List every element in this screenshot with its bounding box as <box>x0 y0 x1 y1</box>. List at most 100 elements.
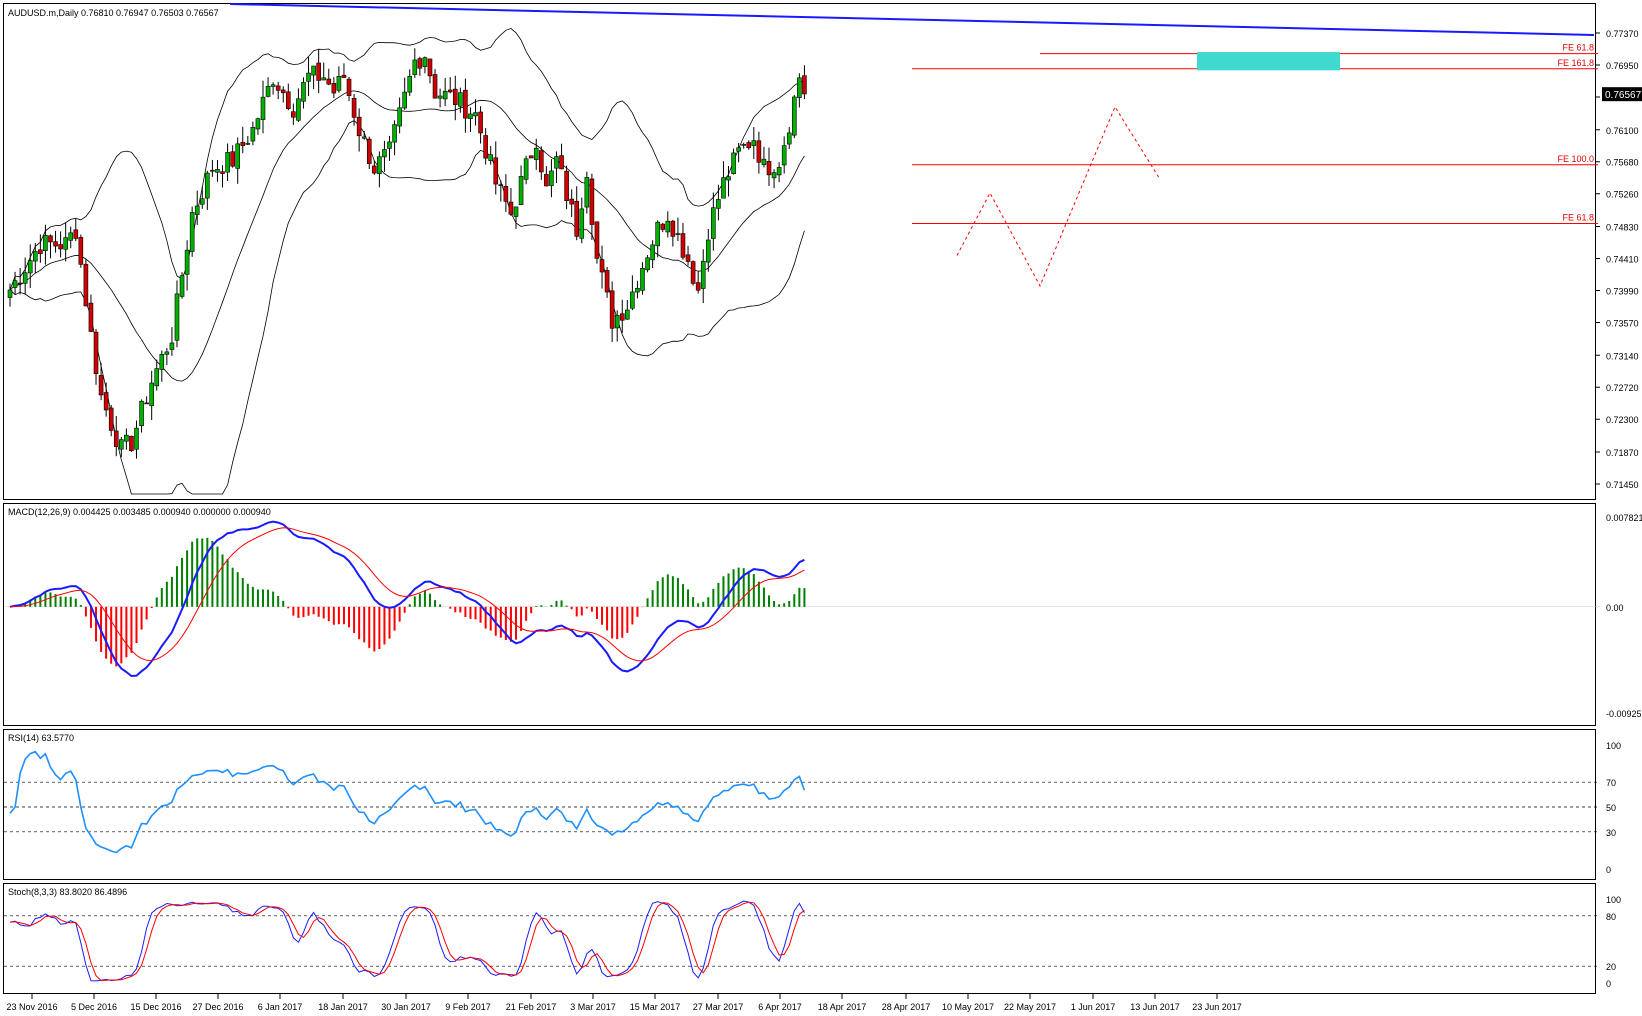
bull-candle <box>260 96 266 120</box>
bull-candle <box>437 95 443 99</box>
bull-candle <box>184 249 190 275</box>
price-tick-label: 0.77370 <box>1606 29 1639 39</box>
bull-candle <box>134 427 139 450</box>
bear-candle <box>275 85 281 91</box>
bear-candle <box>331 83 337 94</box>
bull-candle <box>159 354 165 370</box>
bear-candle <box>609 290 615 329</box>
bear-candle <box>564 170 569 201</box>
stoch-tick-label: 80 <box>1606 912 1616 922</box>
bull-candle <box>321 77 327 81</box>
bear-candle <box>280 89 286 94</box>
rsi-tick-label: 70 <box>1606 778 1616 788</box>
price-tick-label: 0.71870 <box>1606 448 1639 458</box>
bear-candle <box>463 89 468 119</box>
bull-candle <box>655 221 660 247</box>
bb-lower-line <box>9 120 805 495</box>
date-tick-label: 5 Dec 2016 <box>71 1002 117 1012</box>
bull-candle <box>458 92 463 107</box>
bull-candle <box>781 145 787 166</box>
date-tick-label: 27 Dec 2016 <box>192 1002 243 1012</box>
stoch-tick-label: 100 <box>1606 895 1621 905</box>
bull-candle <box>179 275 185 297</box>
bear-candle <box>240 141 246 146</box>
bull-candle <box>407 75 413 93</box>
fib-level-label: FE 100.0 <box>1557 154 1594 164</box>
bull-candle <box>640 267 645 291</box>
bull-candle <box>614 314 620 329</box>
bear-candle <box>78 237 84 265</box>
bear-candle <box>220 171 225 174</box>
bear-candle <box>574 200 580 237</box>
macd-header: MACD(12,26,9) 0.004425 0.003485 0.000940… <box>8 507 271 517</box>
bear-candle <box>589 178 595 225</box>
bull-candle <box>124 434 129 442</box>
price-tick-label: 0.76100 <box>1606 126 1639 136</box>
bull-candle <box>523 158 529 180</box>
price-axis: 0.773700.769500.765300.761000.756800.752… <box>1596 29 1639 490</box>
bear-candle <box>17 282 23 285</box>
bear-candle <box>341 74 347 78</box>
bull-candle <box>630 291 635 309</box>
macd-axis: 0.007821 0.00 -0.009252 <box>1606 513 1642 719</box>
bull-candle <box>164 351 170 355</box>
bear-candle <box>285 91 291 109</box>
date-tick-label: 21 Feb 2017 <box>506 1002 557 1012</box>
date-tick-label: 15 Mar 2017 <box>630 1002 681 1012</box>
bull-candle <box>700 260 706 289</box>
date-tick-label: 15 Dec 2016 <box>130 1002 181 1012</box>
bull-candle <box>786 132 792 145</box>
price-tick-label: 0.73990 <box>1606 286 1639 296</box>
bull-candle <box>554 156 559 169</box>
stoch-lines <box>4 900 1600 982</box>
price-tick-label: 0.73570 <box>1606 318 1639 328</box>
date-tick-label: 1 Jun 2017 <box>1071 1002 1116 1012</box>
bear-candle <box>660 223 666 230</box>
bear-candle <box>83 263 89 307</box>
bull-candle <box>422 57 428 67</box>
bull-candle <box>397 107 402 127</box>
bull-candle <box>387 141 392 149</box>
bear-candle <box>559 155 564 170</box>
date-axis: 23 Nov 2016 5 Dec 2016 15 Dec 2016 27 Dec 2… <box>6 994 1242 1012</box>
bull-candle <box>513 206 519 217</box>
bull-candle <box>761 158 767 166</box>
bear-candle <box>695 282 701 291</box>
bull-candle <box>533 147 539 160</box>
bull-candle <box>731 152 736 174</box>
price-tick-label: 0.72300 <box>1606 415 1639 425</box>
date-tick-label: 10 May 2017 <box>942 1002 994 1012</box>
bull-candle <box>468 113 473 119</box>
bull-candle <box>27 260 33 274</box>
bear-candle <box>503 186 509 202</box>
bull-candle <box>791 96 797 136</box>
date-tick-label: 18 Jan 2017 <box>318 1002 368 1012</box>
bear-candle <box>746 142 752 149</box>
bull-candle <box>12 280 18 288</box>
bull-candle <box>306 72 311 82</box>
bear-candle <box>48 235 53 243</box>
bull-candle <box>442 90 448 100</box>
stoch-header: Stoch(8,3,3) 83.8020 86.4896 <box>8 887 127 897</box>
bear-candle <box>508 201 514 215</box>
bull-candle <box>43 235 48 251</box>
date-tick-label: 23 Jun 2017 <box>1192 1002 1242 1012</box>
bull-candle <box>7 289 13 298</box>
bull-candle <box>377 156 382 174</box>
rsi-axis: 100 70 50 30 0 <box>1606 741 1621 875</box>
stoch-main-line <box>9 900 805 982</box>
bear-candle <box>88 302 94 332</box>
bull-candle <box>412 59 418 75</box>
bear-candle <box>38 249 43 254</box>
bear-candle <box>230 151 235 167</box>
stoch-axis: 100 80 20 0 <box>1606 895 1621 989</box>
bear-candle <box>478 111 483 134</box>
bear-candle <box>544 174 549 187</box>
bear-candle <box>432 74 438 99</box>
bear-candle <box>129 435 134 452</box>
date-tick-label: 27 Mar 2017 <box>693 1002 744 1012</box>
bull-candle <box>579 208 585 239</box>
date-tick-label: 22 May 2017 <box>1004 1002 1056 1012</box>
price-tag-label: 0.76567 <box>1605 90 1642 101</box>
bull-candle <box>265 85 271 97</box>
